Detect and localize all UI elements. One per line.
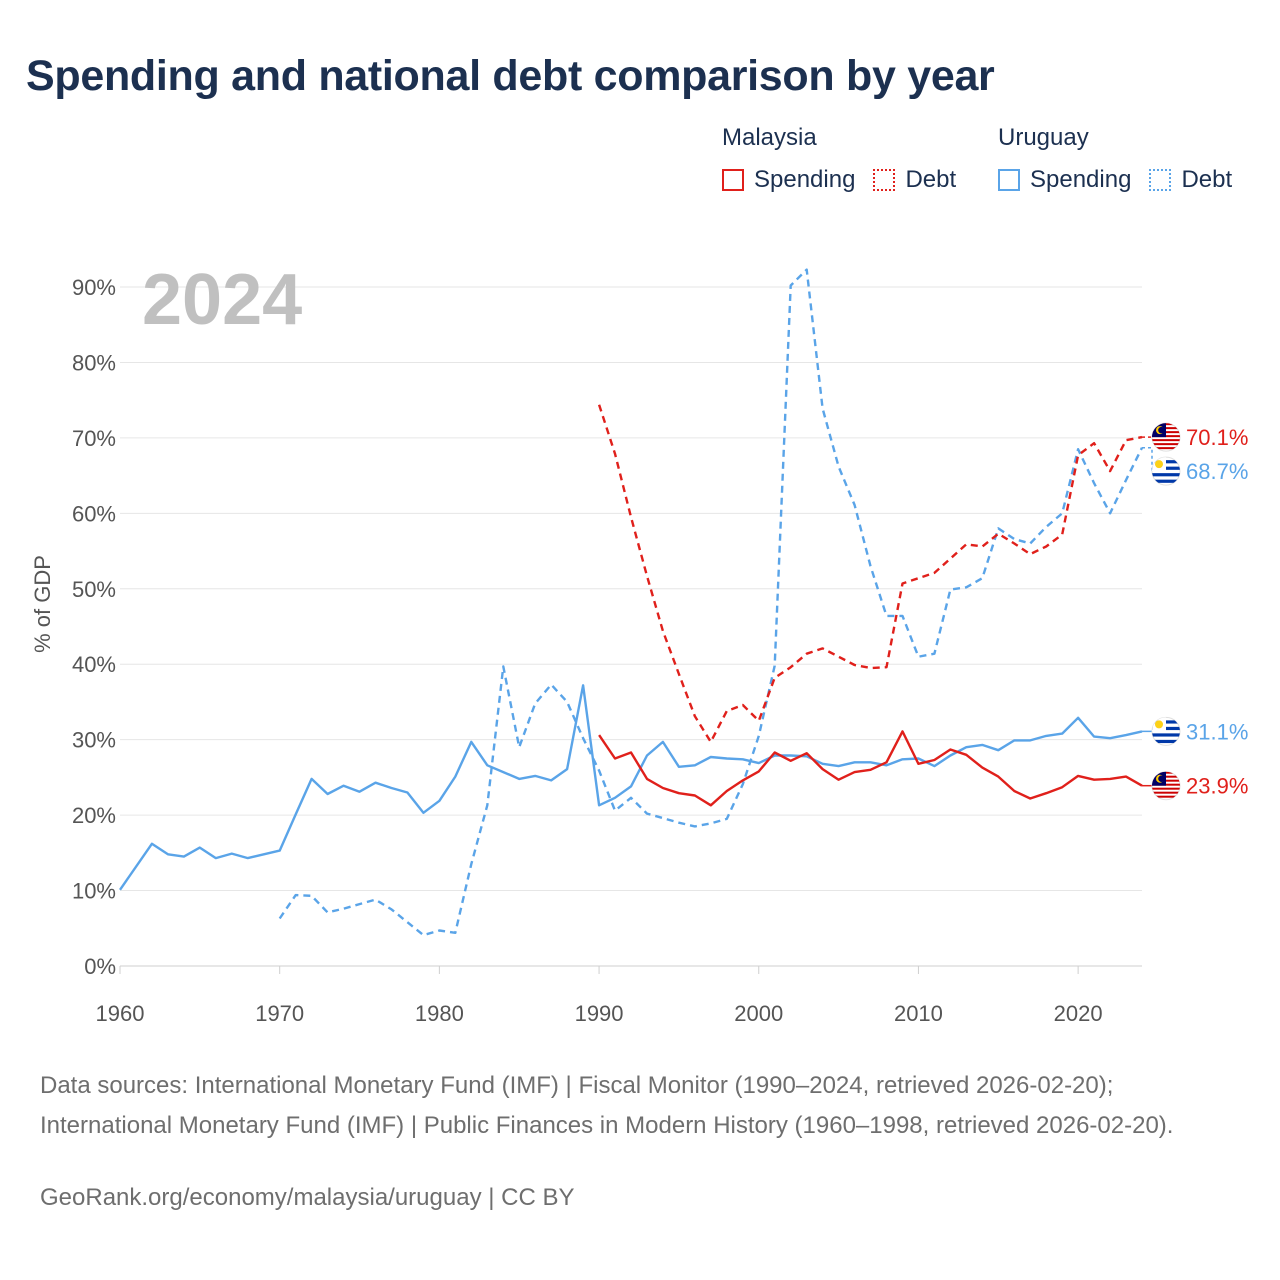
legend-uruguay-spending-label: Spending [1030,166,1132,193]
flag-stripe [1152,447,1180,450]
line-chart: 2024 0%10%20%30%40%50%60%70%80%90% 1960 1… [30,260,1248,1026]
series-line-malaysia-spending[interactable] [598,730,1143,807]
end-labels: 70.1% 68.7% 31.1% 23.9% [1142,422,1248,801]
credit-link[interactable]: GeoRank.org/economy/malaysia/uruguay | C… [40,1184,575,1211]
legend-malaysia-debt[interactable]: Debt [873,166,956,194]
y-tick-label: 0% [84,954,116,979]
y-tick-label: 10% [72,879,116,904]
year-watermark: 2024 [142,260,302,340]
uruguay-flag-icon [1151,456,1181,486]
legend-swatch-solid-blue [998,169,1020,191]
flag-sun [1155,720,1163,729]
end-label-uruguay-debt: 68.7% [1186,459,1248,484]
y-axis-ticks: 0% 10% 20% 30% 40% 50% 60% 70% 80% 90% [72,275,116,979]
flag-stripe [1152,439,1180,442]
series-line-malaysia-debt[interactable] [597,404,1143,744]
y-tick-label: 50% [72,577,116,602]
x-tick-label: 1960 [96,1001,145,1026]
legend-uruguay-spending[interactable]: Spending [998,166,1131,194]
x-tick-label: 2000 [734,1001,783,1026]
legend-malaysia-spending[interactable]: Spending [722,166,855,194]
data-sources: Data sources: International Monetary Fun… [40,1072,1174,1139]
gridlines [120,286,1142,967]
y-tick-label: 80% [72,350,116,375]
series-lines [119,268,1144,937]
x-tick-label: 1980 [415,1001,464,1026]
series-line-uruguay-debt[interactable] [278,268,1144,937]
flag-crescent-cut [1158,775,1165,782]
legend-malaysia: Malaysia Spending Debt [722,124,974,194]
flag-stripe [1152,479,1180,483]
x-axis-ticks: 1960 1970 1980 1990 2000 2010 2020 [96,966,1103,1026]
flag-stripe [1152,787,1180,790]
y-axis-label: % of GDP [30,555,55,653]
x-tick-label: 1990 [575,1001,624,1026]
x-tick-label: 1970 [255,1001,304,1026]
chart-title: Spending and national debt comparison by… [26,52,995,100]
legend-malaysia-label: Malaysia [722,124,817,151]
legend-swatch-solid-red [722,169,744,191]
x-tick-label: 2010 [894,1001,943,1026]
flag-stripe [1152,443,1180,446]
x-tick-label: 2020 [1054,1001,1103,1026]
series-line-uruguay-spending[interactable] [119,684,1143,891]
legend-swatch-dotted-blue [1149,169,1172,191]
flag-stripe [1152,739,1180,744]
flag-stripe [1152,795,1180,798]
end-label-malaysia-spending: 23.9% [1186,774,1248,799]
legend-uruguay-debt-label: Debt [1181,166,1233,193]
legend-swatch-dotted-red [873,169,896,191]
legend-uruguay: Uruguay Spending Debt [998,124,1250,194]
end-label-malaysia-debt: 70.1% [1186,425,1248,450]
y-tick-label: 70% [72,426,116,451]
flag-stripe [1152,733,1180,737]
legend-malaysia-spending-label: Spending [754,166,856,193]
y-tick-label: 40% [72,652,116,677]
malaysia-flag-icon [1151,771,1181,801]
flag-sun [1155,460,1163,469]
malaysia-flag-icon [1151,422,1181,452]
uruguay-flag-icon [1151,716,1181,746]
legend-malaysia-debt-label: Debt [905,166,957,193]
flag-crescent-cut [1158,426,1165,434]
y-tick-label: 20% [72,803,116,828]
y-tick-label: 30% [72,728,116,753]
end-connector [1142,446,1153,472]
legend-uruguay-label: Uruguay [998,124,1089,151]
end-label-uruguay-spending: 31.1% [1186,719,1248,744]
flag-stripe [1152,473,1180,477]
y-tick-label: 90% [72,275,116,300]
legend-uruguay-debt[interactable]: Debt [1149,166,1232,194]
flag-stripe [1152,791,1180,794]
y-tick-label: 60% [72,501,116,526]
